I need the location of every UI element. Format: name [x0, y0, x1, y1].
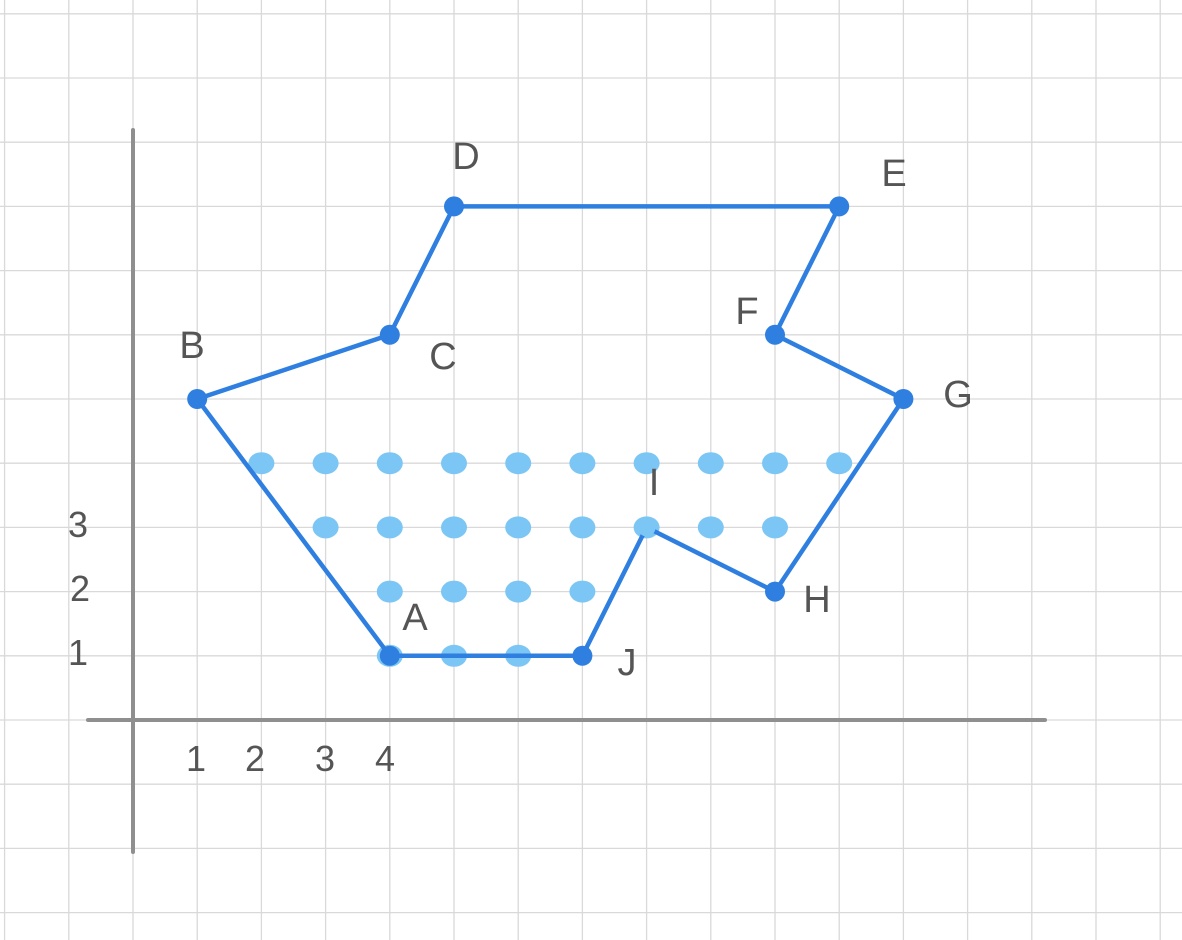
lattice-point [441, 580, 467, 603]
lattice-point [505, 452, 532, 475]
x-tick-label: 4 [375, 738, 395, 779]
vertex-label-h: H [803, 579, 830, 621]
vertex-point [637, 518, 656, 537]
vertex-label-e: E [881, 153, 906, 195]
vertex-label-f: F [735, 291, 758, 333]
lattice-point [569, 452, 596, 475]
y-tick-label: 1 [68, 632, 88, 673]
vertex-label-a: A [402, 597, 428, 639]
lattice-point [762, 516, 788, 539]
lattice-point [505, 580, 532, 603]
vertex-label-i: I [649, 462, 660, 504]
x-tick-label: 1 [186, 738, 206, 779]
lattice-point [376, 452, 403, 475]
lattice-point [312, 516, 339, 539]
vertex-labels: A B C D E F G H I J [179, 136, 972, 684]
y-axis-ticks: 3 2 1 [68, 504, 90, 673]
lattice-point [376, 516, 403, 539]
vertex-label-g: G [943, 374, 973, 416]
polygon-outline [194, 204, 906, 659]
lattice-point [762, 452, 788, 475]
lattice-point [633, 452, 660, 475]
vertex-label-c: C [429, 336, 456, 378]
y-tick-label: 3 [68, 504, 88, 545]
lattice-point [441, 516, 467, 539]
vertex-point [893, 389, 914, 409]
lattice-point [248, 452, 275, 475]
vertex-point [444, 196, 464, 217]
vertex-point [572, 645, 593, 666]
lattice-point [376, 580, 403, 603]
lattice-point [826, 452, 853, 475]
x-tick-label: 3 [315, 738, 335, 779]
vertex-point [187, 389, 208, 409]
vertex-markers [187, 196, 914, 666]
vertex-point [765, 581, 785, 602]
vertex-point [765, 324, 785, 345]
vertex-label-j: J [618, 642, 637, 684]
vertex-label-b: B [179, 325, 204, 367]
y-tick-label: 2 [70, 568, 90, 609]
lattice-point [697, 452, 724, 475]
lattice-point [569, 516, 596, 539]
x-axis-ticks: 1 2 3 4 [186, 738, 395, 779]
vertex-point [379, 324, 400, 345]
lattice-point [312, 452, 339, 475]
x-tick-label: 2 [245, 738, 265, 779]
lattice-point [697, 516, 724, 539]
lattice-point [505, 516, 532, 539]
interior-lattice-points [248, 452, 853, 667]
vertex-label-d: D [452, 136, 479, 178]
vertex-point [379, 645, 400, 666]
lattice-point [569, 580, 596, 603]
lattice-point [441, 452, 467, 475]
vertex-point [829, 196, 850, 217]
